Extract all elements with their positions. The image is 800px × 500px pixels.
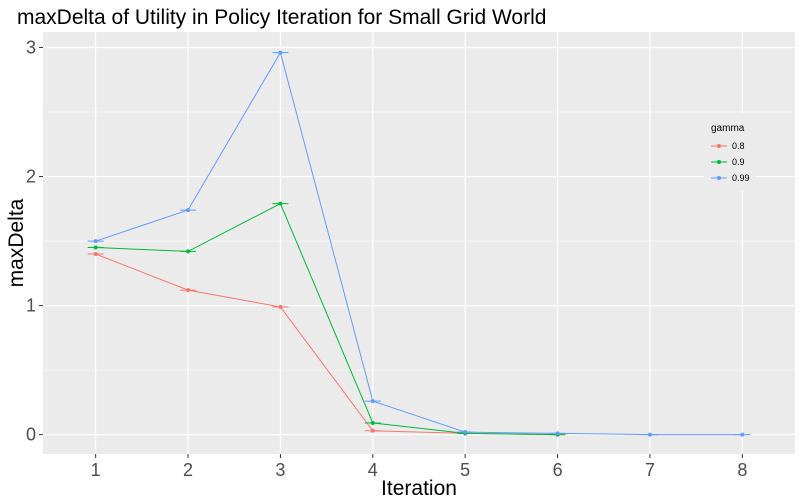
data-point <box>186 288 191 293</box>
legend-item-0.9: 0.9 <box>711 157 745 167</box>
major-gridlines <box>43 32 795 454</box>
y-axis-ticks: 0 1 2 3 <box>26 37 43 445</box>
data-point <box>555 431 560 436</box>
y-tick-label: 0 <box>26 425 36 445</box>
x-tick-label: 7 <box>645 460 655 480</box>
data-point <box>370 421 375 426</box>
y-tick-label: 1 <box>26 296 36 316</box>
x-tick-label: 4 <box>368 460 378 480</box>
x-axis-title: Iteration <box>381 477 457 500</box>
x-tick-label: 1 <box>91 460 101 480</box>
x-axis-ticks: 1 2 3 4 5 6 7 8 <box>91 454 747 480</box>
legend: gamma 0.8 0.9 0.99 <box>704 113 756 191</box>
series-layer <box>87 50 751 437</box>
data-point <box>93 239 98 244</box>
legend-item-0.99: 0.99 <box>711 173 750 183</box>
data-point <box>463 430 468 435</box>
chart-title: maxDelta of Utility in Policy Iteration … <box>17 6 546 29</box>
x-tick-label: 8 <box>737 460 747 480</box>
data-point <box>370 428 375 433</box>
data-point <box>186 208 191 213</box>
legend-key-point <box>717 160 721 164</box>
y-axis-title: maxDelta <box>5 198 28 287</box>
legend-key-point <box>717 176 721 180</box>
series-line <box>95 51 743 436</box>
x-tick-label: 5 <box>460 460 470 480</box>
x-tick-label: 2 <box>183 460 193 480</box>
legend-items: 0.8 0.9 0.99 <box>711 141 750 183</box>
data-point <box>278 50 283 55</box>
data-point <box>370 399 375 404</box>
series-0.99 <box>87 50 751 437</box>
series-line <box>95 202 558 436</box>
legend-label: 0.9 <box>732 157 745 167</box>
y-tick-label: 2 <box>26 167 36 187</box>
data-point <box>93 245 98 250</box>
x-tick-label: 3 <box>275 460 285 480</box>
data-point <box>278 304 283 309</box>
x-tick-label: 6 <box>553 460 563 480</box>
minor-gridlines <box>43 111 795 371</box>
legend-label: 0.99 <box>732 173 750 183</box>
data-point <box>186 249 191 254</box>
legend-label: 0.8 <box>732 141 745 151</box>
data-point <box>278 201 283 206</box>
data-point <box>93 251 98 256</box>
legend-title: gamma <box>711 123 745 134</box>
legend-item-0.8: 0.8 <box>711 141 745 151</box>
data-point <box>647 432 652 437</box>
plot-panel <box>43 32 795 454</box>
y-tick-label: 3 <box>26 37 36 57</box>
data-point <box>740 432 745 437</box>
legend-key-point <box>717 144 721 148</box>
